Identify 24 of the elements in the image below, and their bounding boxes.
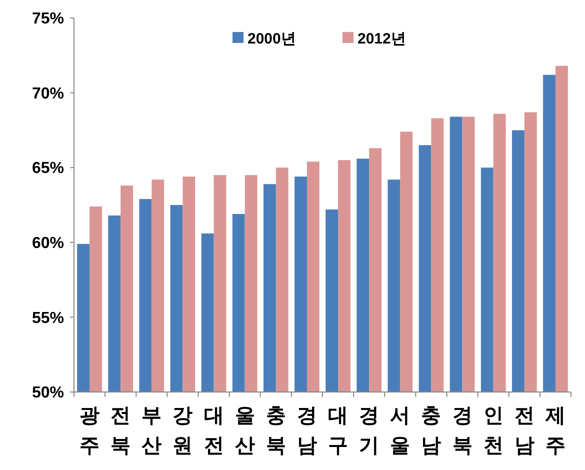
legend-label: 2000년 — [248, 30, 296, 48]
x-tick-label: 광주 — [80, 405, 100, 457]
x-tick-label: 충남 — [421, 405, 442, 457]
x-tick-label: 충북 — [266, 405, 286, 457]
x-tick-label: 대구 — [328, 405, 348, 457]
x-tick-label: 전남 — [514, 405, 534, 457]
x-tick-label: 경기 — [359, 405, 380, 457]
x-tick-label: 울산 — [234, 405, 255, 457]
legend-label: 2012년 — [358, 30, 406, 48]
y-tick-label: 75% — [32, 10, 64, 28]
x-tick-label: 강원 — [172, 405, 193, 457]
y-tick-label: 65% — [32, 160, 64, 178]
x-tick-label: 부산 — [142, 405, 162, 457]
x-tick-label: 서울 — [390, 405, 410, 457]
y-tick-label: 50% — [32, 384, 64, 402]
x-tick-label: 경남 — [296, 405, 317, 457]
x-tick-label: 전북 — [110, 405, 131, 457]
y-tick-label: 55% — [32, 310, 64, 327]
x-tick-label: 제주 — [544, 405, 566, 457]
y-tick-label: 60% — [32, 235, 64, 252]
x-tick-label: 경북 — [452, 405, 472, 457]
x-tick-label: 인천 — [483, 405, 504, 457]
y-tick-label: 70% — [32, 85, 64, 102]
x-tick-label: 대전 — [204, 405, 224, 457]
